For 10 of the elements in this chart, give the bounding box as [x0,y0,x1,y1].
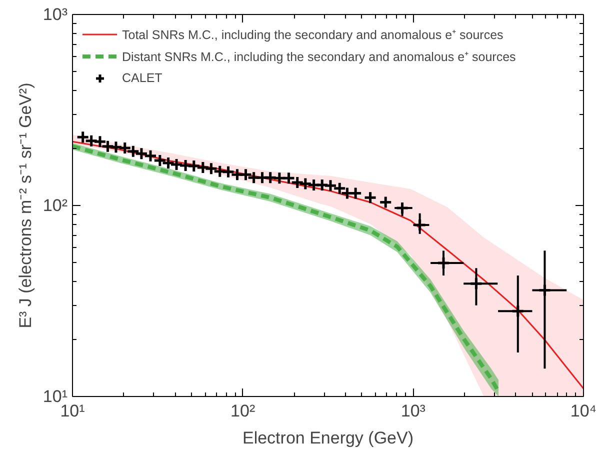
x-tick-label: 10⁴ [570,402,597,420]
y-axis-title: E³ J (electrons m⁻² s⁻¹ sr⁻¹ GeV²) [16,82,35,328]
x-tick-label: 10² [230,402,256,420]
legend-label: Total SNRs M.C., including the secondary and anomalous e⁺ sources [122,26,504,42]
legend-label: Distant SNRs M.C., including the secondary and anomalous e⁺ sources [122,48,516,64]
x-axis-title: Electron Energy (GeV) [242,428,414,448]
legend-label: CALET [122,71,162,85]
x-tick-label: 10³ [400,402,426,420]
y-tick-label: 10² [42,196,68,215]
y-tick-label: 10³ [42,5,68,24]
